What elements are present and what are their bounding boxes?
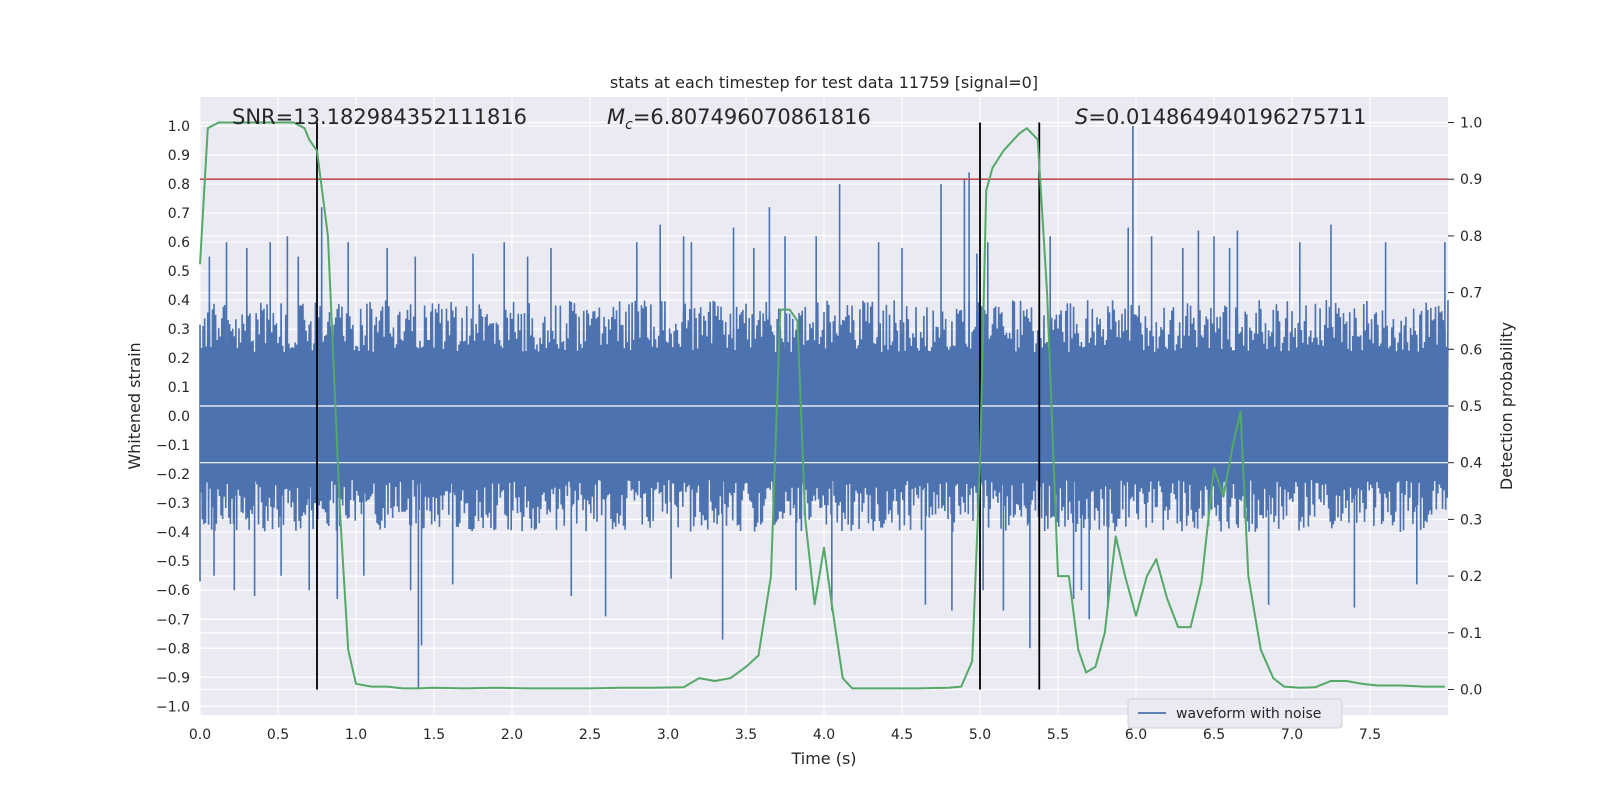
y-left-tick-label: −0.9: [156, 670, 190, 686]
y-left-tick-label: −0.3: [156, 496, 190, 512]
x-tick-label: 5.0: [969, 727, 991, 743]
y-left-tick-label: −0.7: [156, 612, 190, 628]
chirp-mass-annotation: Mc=6.807496070861816: [607, 105, 871, 133]
x-tick-label: 3.0: [657, 727, 679, 743]
y-axis-label-left: Whitened strain: [125, 342, 144, 469]
legend: waveform with noise: [1127, 698, 1343, 729]
x-tick-label: 6.5: [1203, 727, 1225, 743]
s-value: =0.014864940196275711: [1088, 105, 1366, 129]
y-left-tick-label: 0.5: [168, 264, 190, 280]
y-right-tick-label: 0.5: [1460, 399, 1482, 415]
mc-symbol: M: [607, 105, 625, 129]
y-left-tick-label: 0.3: [168, 322, 190, 338]
y-right-tick-label: 0.7: [1460, 286, 1482, 302]
y-right-tick-label: 0.2: [1460, 569, 1482, 585]
y-left-tick-label: −0.4: [156, 525, 190, 541]
chart-title: stats at each timestep for test data 117…: [610, 73, 1038, 92]
s-annotation: S=0.014864940196275711: [1075, 105, 1366, 129]
x-tick-label: 4.0: [813, 727, 835, 743]
vertical-markers: [316, 122, 1041, 690]
y-right-tick-label: 0.8: [1460, 229, 1482, 245]
y-left-tick-label: −0.8: [156, 641, 190, 657]
mc-value: =6.807496070861816: [633, 105, 871, 129]
y-right-tick-label: 0.6: [1460, 342, 1482, 358]
legend-label-waveform: waveform with noise: [1176, 706, 1321, 722]
x-tick-label: 7.0: [1281, 727, 1303, 743]
x-tick-label: 3.5: [735, 727, 757, 743]
y-left-tick-label: 1.0: [168, 119, 190, 135]
detection-probability-series: [199, 121, 1445, 690]
x-tick-label: 1.0: [345, 727, 367, 743]
y-left-tick-label: 0.4: [168, 293, 190, 309]
snr-annotation: SNR=13.182984352111816: [232, 105, 527, 129]
detection-probability-line: [199, 121, 1445, 690]
x-tick-label: 2.5: [579, 727, 601, 743]
y-left-tick-label: 0.0: [168, 409, 190, 425]
y-right-tick-label: 0.4: [1460, 456, 1482, 472]
y-right-tick-label: 0.1: [1460, 626, 1482, 642]
y-left-tick-label: 0.9: [168, 148, 190, 164]
y-left-tick-label: −0.1: [156, 438, 190, 454]
x-tick-label: 2.0: [501, 727, 523, 743]
legend-box: [1127, 698, 1343, 729]
y-left-tick-label: 0.2: [168, 351, 190, 367]
y-left-tick-label: 0.1: [168, 380, 190, 396]
y-left-tick-label: −0.2: [156, 467, 190, 483]
y-left-tick-label: 0.8: [168, 177, 190, 193]
y-left-tick-label: −1.0: [156, 699, 190, 715]
x-tick-label: 0.0: [189, 727, 211, 743]
y-axis-label-right: Detection probability: [1497, 322, 1516, 490]
y-right-tick-label: 0.0: [1460, 682, 1482, 698]
y-left-tick-label: 0.6: [168, 235, 190, 251]
s-symbol: S: [1075, 105, 1088, 129]
y-left-tick-label: 0.7: [168, 206, 190, 222]
x-tick-label: 7.5: [1359, 727, 1381, 743]
x-tick-label: 0.5: [267, 727, 289, 743]
x-tick-label: 1.5: [423, 727, 445, 743]
y-left-tick-label: −0.5: [156, 554, 190, 570]
y-right-tick-label: 0.3: [1460, 512, 1482, 528]
y-left-tick-label: −0.6: [156, 583, 190, 599]
y-right-tick-label: 0.9: [1460, 172, 1482, 188]
y-right-tick-label: 1.0: [1460, 116, 1482, 132]
x-axis-label: Time (s): [790, 749, 856, 768]
mc-subscript: c: [625, 117, 633, 133]
x-tick-label: 6.0: [1125, 727, 1147, 743]
tick-labels: 0.0 0.5 1.0 1.5 2.0 2.5 3.0 3.5 4.0 4.5 5.0 5.5 6.0 6…: [156, 116, 1482, 743]
x-tick-label: 5.5: [1047, 727, 1069, 743]
x-tick-label: 4.5: [891, 727, 913, 743]
